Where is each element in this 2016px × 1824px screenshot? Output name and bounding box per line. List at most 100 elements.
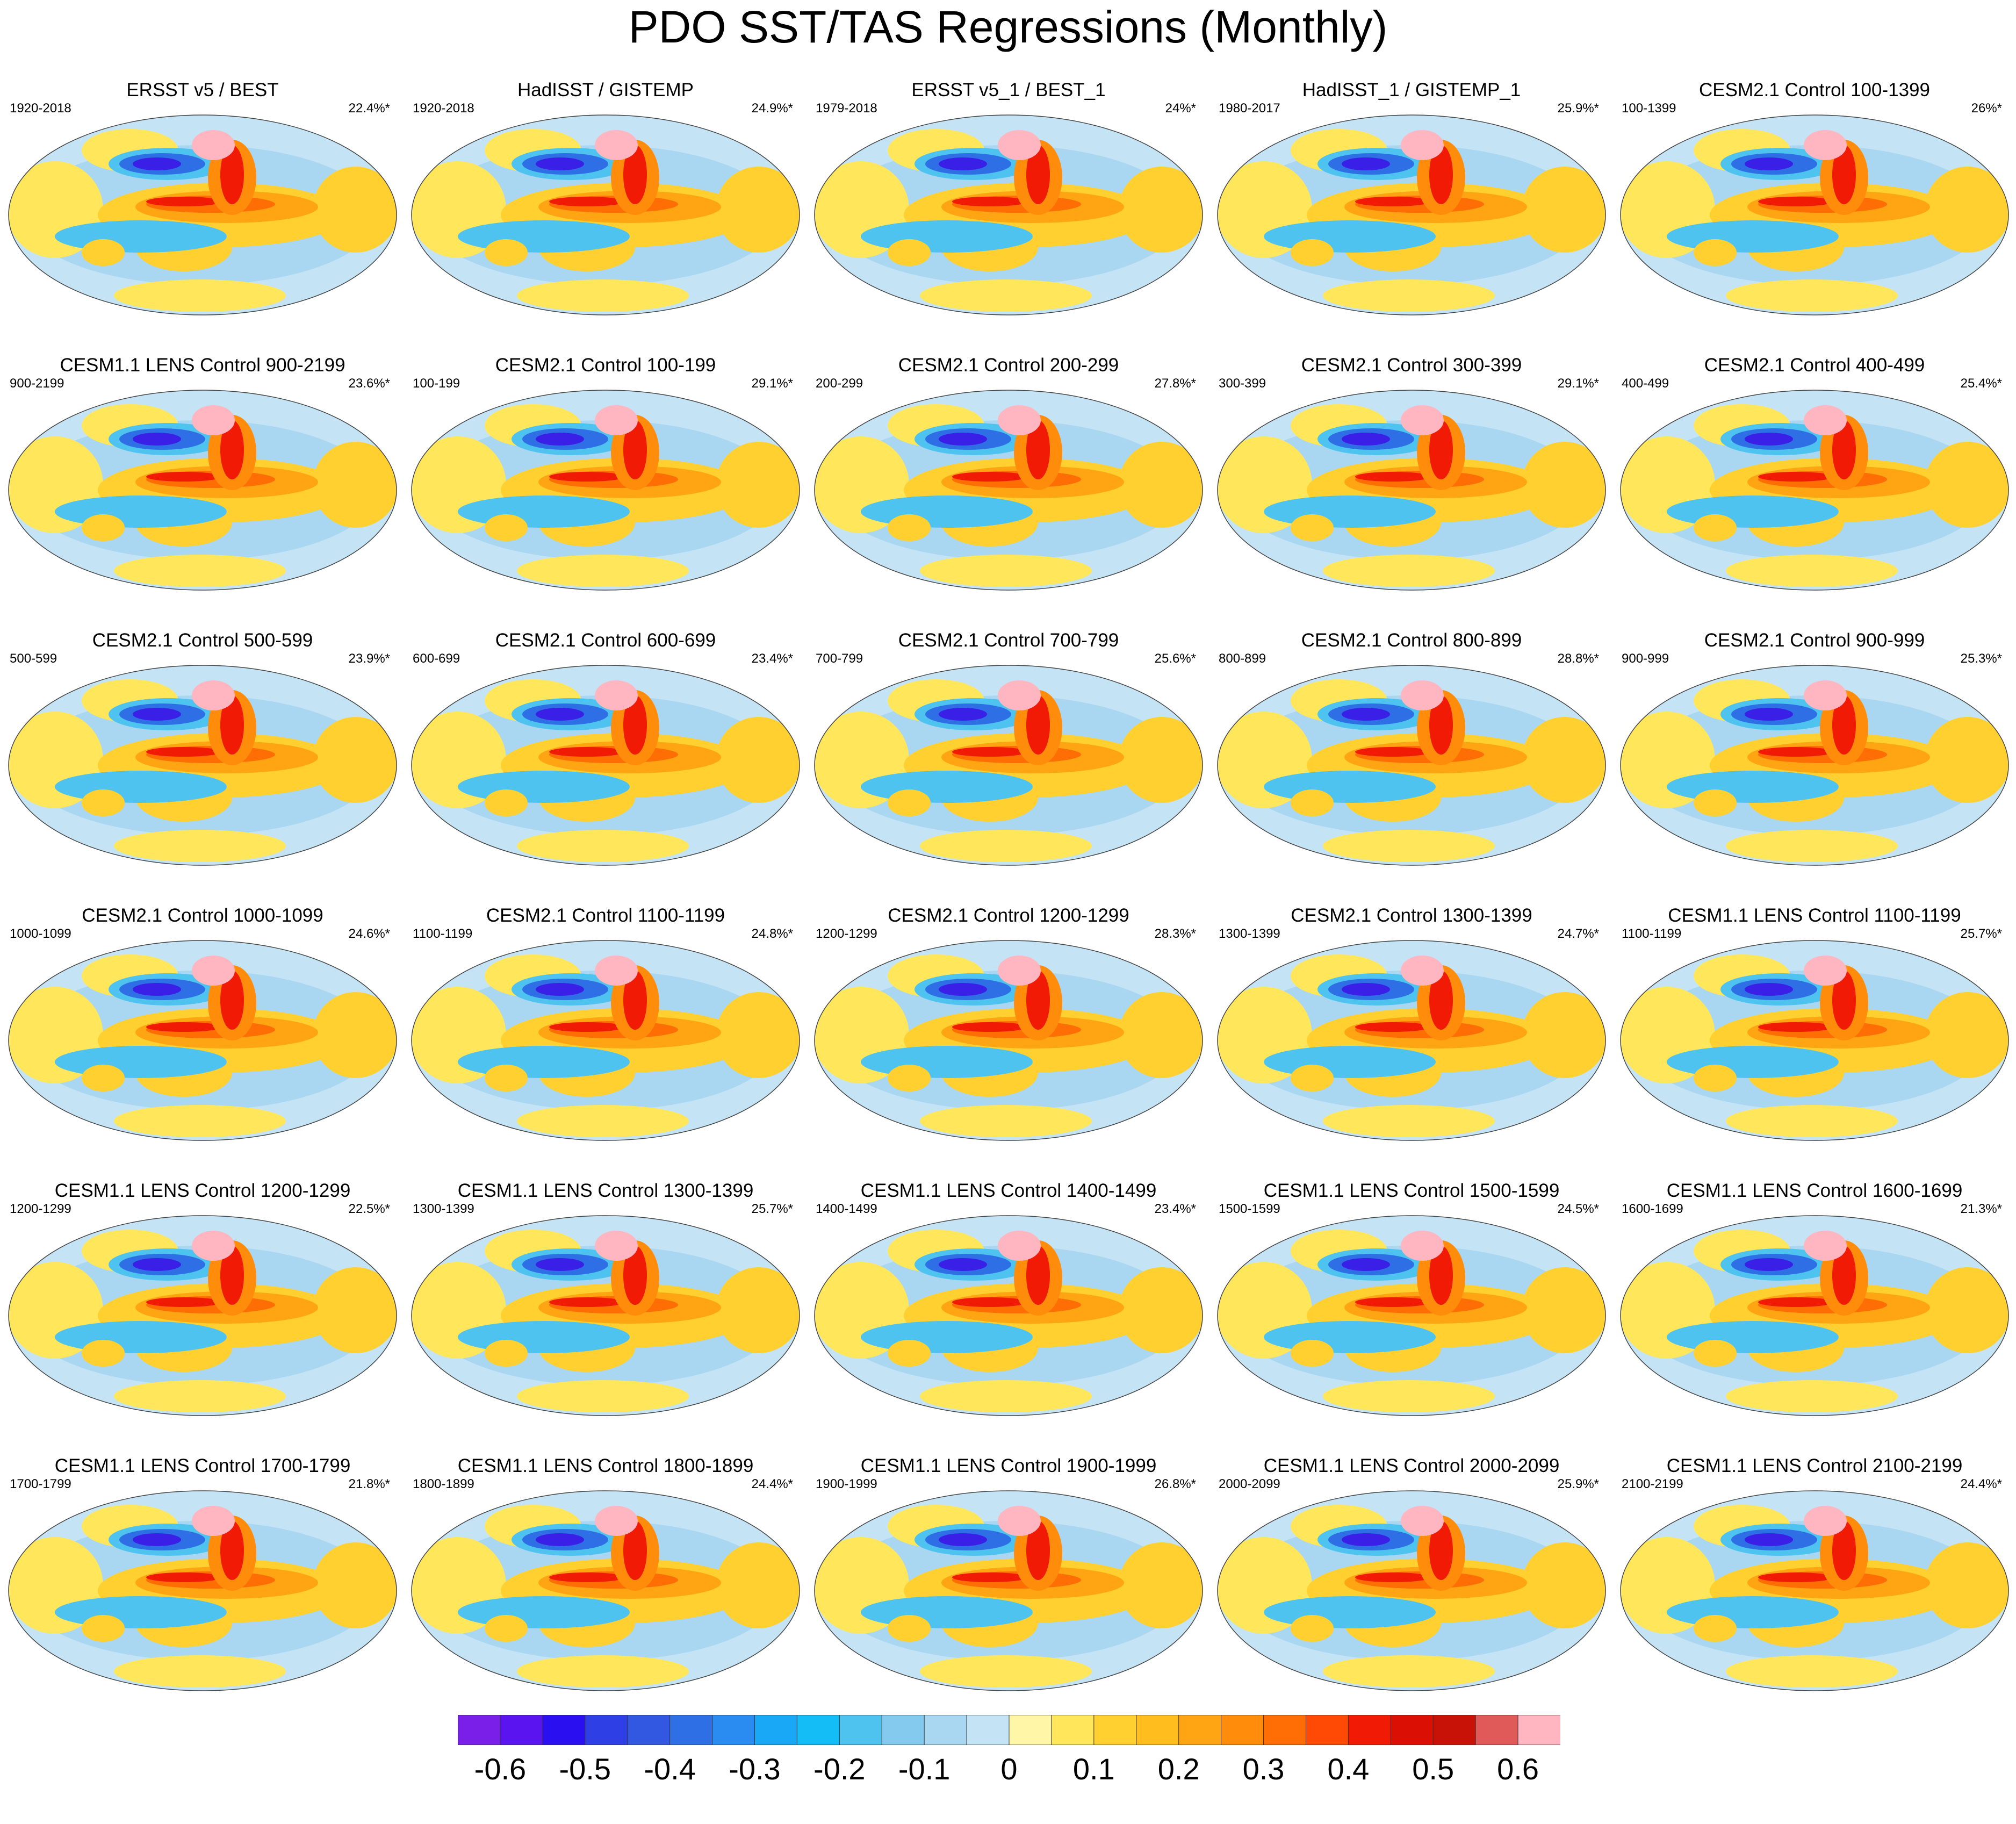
panel-title: CESM2.1 Control 1000-1099 [82,905,323,926]
map-panel: CESM1.1 LENS Control 1800-1899 1800-1899 2… [406,1455,805,1724]
map-panel: CESM1.1 LENS Control 2100-2199 2100-2199 2… [1615,1455,2014,1724]
map-panel: CESM2.1 Control 500-599 500-599 23.9%* [3,630,402,899]
map-panel: CESM2.1 Control 400-499 400-499 25.4%* [1615,355,2014,623]
colorbar-swatch [1178,1715,1222,1745]
panel-variance: 21.8%* [348,1477,390,1491]
regression-map [814,665,1203,866]
panel-years: 1700-1799 [10,1477,71,1491]
panel-title: CESM2.1 Control 1300-1399 [1291,905,1532,926]
panel-years: 1979-2018 [816,101,877,116]
colorbar-swatch [500,1715,543,1745]
panel-title: CESM2.1 Control 800-899 [1301,630,1522,651]
regression-map [814,940,1203,1141]
map-panel: HadISST / GISTEMP 1920-2018 24.9%* [406,80,805,348]
regression-map [1620,665,2009,866]
map-panel: CESM2.1 Control 100-199 100-199 29.1%* [406,355,805,623]
colorbar-label: -0.4 [644,1752,696,1786]
panel-years: 1200-1299 [10,1202,71,1216]
colorbar [458,1715,1560,1745]
panel-years: 1300-1399 [413,1202,474,1216]
regression-map [411,665,800,866]
figure-title: PDO SST/TAS Regressions (Monthly) [628,2,1388,52]
colorbar-swatch [1348,1715,1392,1745]
panel-years: 100-199 [413,376,460,391]
panel-variance: 29.1%* [751,376,793,391]
panel-years: 1980-2017 [1219,101,1280,116]
panel-variance: 29.1%* [1557,376,1599,391]
panel-years: 1200-1299 [816,927,877,941]
panel-title: CESM1.1 LENS Control 2000-2099 [1263,1455,1560,1476]
panel-variance: 25.7%* [751,1202,793,1216]
panel-variance: 24.4%* [751,1477,793,1491]
map-panel: CESM1.1 LENS Control 1500-1599 1500-1599 2… [1212,1180,1611,1449]
colorbar-swatch [881,1715,925,1745]
map-panel: CESM1.1 LENS Control 1700-1799 1700-1799 2… [3,1455,402,1724]
regression-map [8,1215,397,1416]
panel-title: CESM1.1 LENS Control 1100-1199 [1668,905,1961,926]
colorbar-swatch [1305,1715,1349,1745]
regression-map [411,940,800,1141]
map-panel: CESM2.1 Control 800-899 800-899 28.8%* [1212,630,1611,899]
colorbar-label: 0.4 [1327,1752,1370,1786]
map-panel: HadISST_1 / GISTEMP_1 1980-2017 25.9%* [1212,80,1611,348]
colorbar-swatch [1009,1715,1052,1745]
panel-title: CESM2.1 Control 1100-1199 [486,905,725,926]
panel-title: CESM2.1 Control 1200-1299 [888,905,1129,926]
regression-map [1620,1490,2009,1691]
regression-map [1217,1490,1606,1691]
panel-title: CESM2.1 Control 500-599 [92,630,313,651]
map-panel: CESM1.1 LENS Control 1100-1199 1100-1199 2… [1615,905,2014,1174]
panel-variance: 28.3%* [1154,927,1196,941]
panel-variance: 24.4%* [1960,1477,2002,1491]
colorbar-swatch [1517,1715,1560,1745]
colorbar-swatch [585,1715,628,1745]
panel-title: ERSST v5 / BEST [126,80,279,100]
regression-map [1620,114,2009,315]
panel-title: CESM1.1 LENS Control 1200-1299 [54,1180,351,1201]
panel-years: 100-1399 [1622,101,1676,116]
colorbar-swatch [542,1715,586,1745]
map-panel: CESM1.1 LENS Control 1400-1499 1400-1499 2… [809,1180,1208,1449]
panel-years: 500-599 [10,651,57,666]
panel-variance: 25.7%* [1960,927,2002,941]
map-panel: CESM1.1 LENS Control 900-2199 900-2199 23.… [3,355,402,623]
panel-years: 1900-1999 [816,1477,877,1491]
panel-title: CESM1.1 LENS Control 1300-1399 [457,1180,754,1201]
colorbar-swatch [712,1715,755,1745]
panel-years: 300-399 [1219,376,1266,391]
panel-variance: 24.8%* [751,927,793,941]
panel-variance: 23.4%* [1154,1202,1196,1216]
regression-map [8,114,397,315]
regression-map [1217,114,1606,315]
panel-years: 1300-1399 [1219,927,1280,941]
map-panel: CESM2.1 Control 1200-1299 1200-1299 28.3%* [809,905,1208,1174]
map-panel: CESM2.1 Control 1300-1399 1300-1399 24.7%* [1212,905,1611,1174]
panel-variance: 24.5%* [1557,1202,1599,1216]
panel-variance: 24%* [1165,101,1196,116]
panel-variance: 24.6%* [348,927,390,941]
panel-years: 900-2199 [10,376,64,391]
panel-title: CESM2.1 Control 300-399 [1301,355,1522,376]
colorbar-label: -0.5 [559,1752,611,1786]
map-panel: CESM2.1 Control 100-1399 100-1399 26%* [1615,80,2014,348]
panel-years: 2000-2099 [1219,1477,1280,1491]
regression-map [1217,390,1606,591]
colorbar-swatch [1475,1715,1519,1745]
panel-years: 200-299 [816,376,863,391]
panel-years: 600-699 [413,651,460,666]
regression-map [8,1490,397,1691]
regression-map [1620,1215,2009,1416]
map-panel: CESM2.1 Control 1000-1099 1000-1099 24.6%* [3,905,402,1174]
map-panel: CESM2.1 Control 300-399 300-399 29.1%* [1212,355,1611,623]
regression-map [1620,390,2009,591]
panel-variance: 23.6%* [348,376,390,391]
colorbar-swatch [924,1715,968,1745]
colorbar-swatch [839,1715,883,1745]
colorbar-label: 0.6 [1497,1752,1539,1786]
panel-variance: 27.8%* [1154,376,1196,391]
map-panel: CESM2.1 Control 600-699 600-699 23.4%* [406,630,805,899]
panel-years: 1600-1699 [1622,1202,1683,1216]
panel-years: 2100-2199 [1622,1477,1683,1491]
panel-variance: 24.9%* [751,101,793,116]
regression-map [8,390,397,591]
